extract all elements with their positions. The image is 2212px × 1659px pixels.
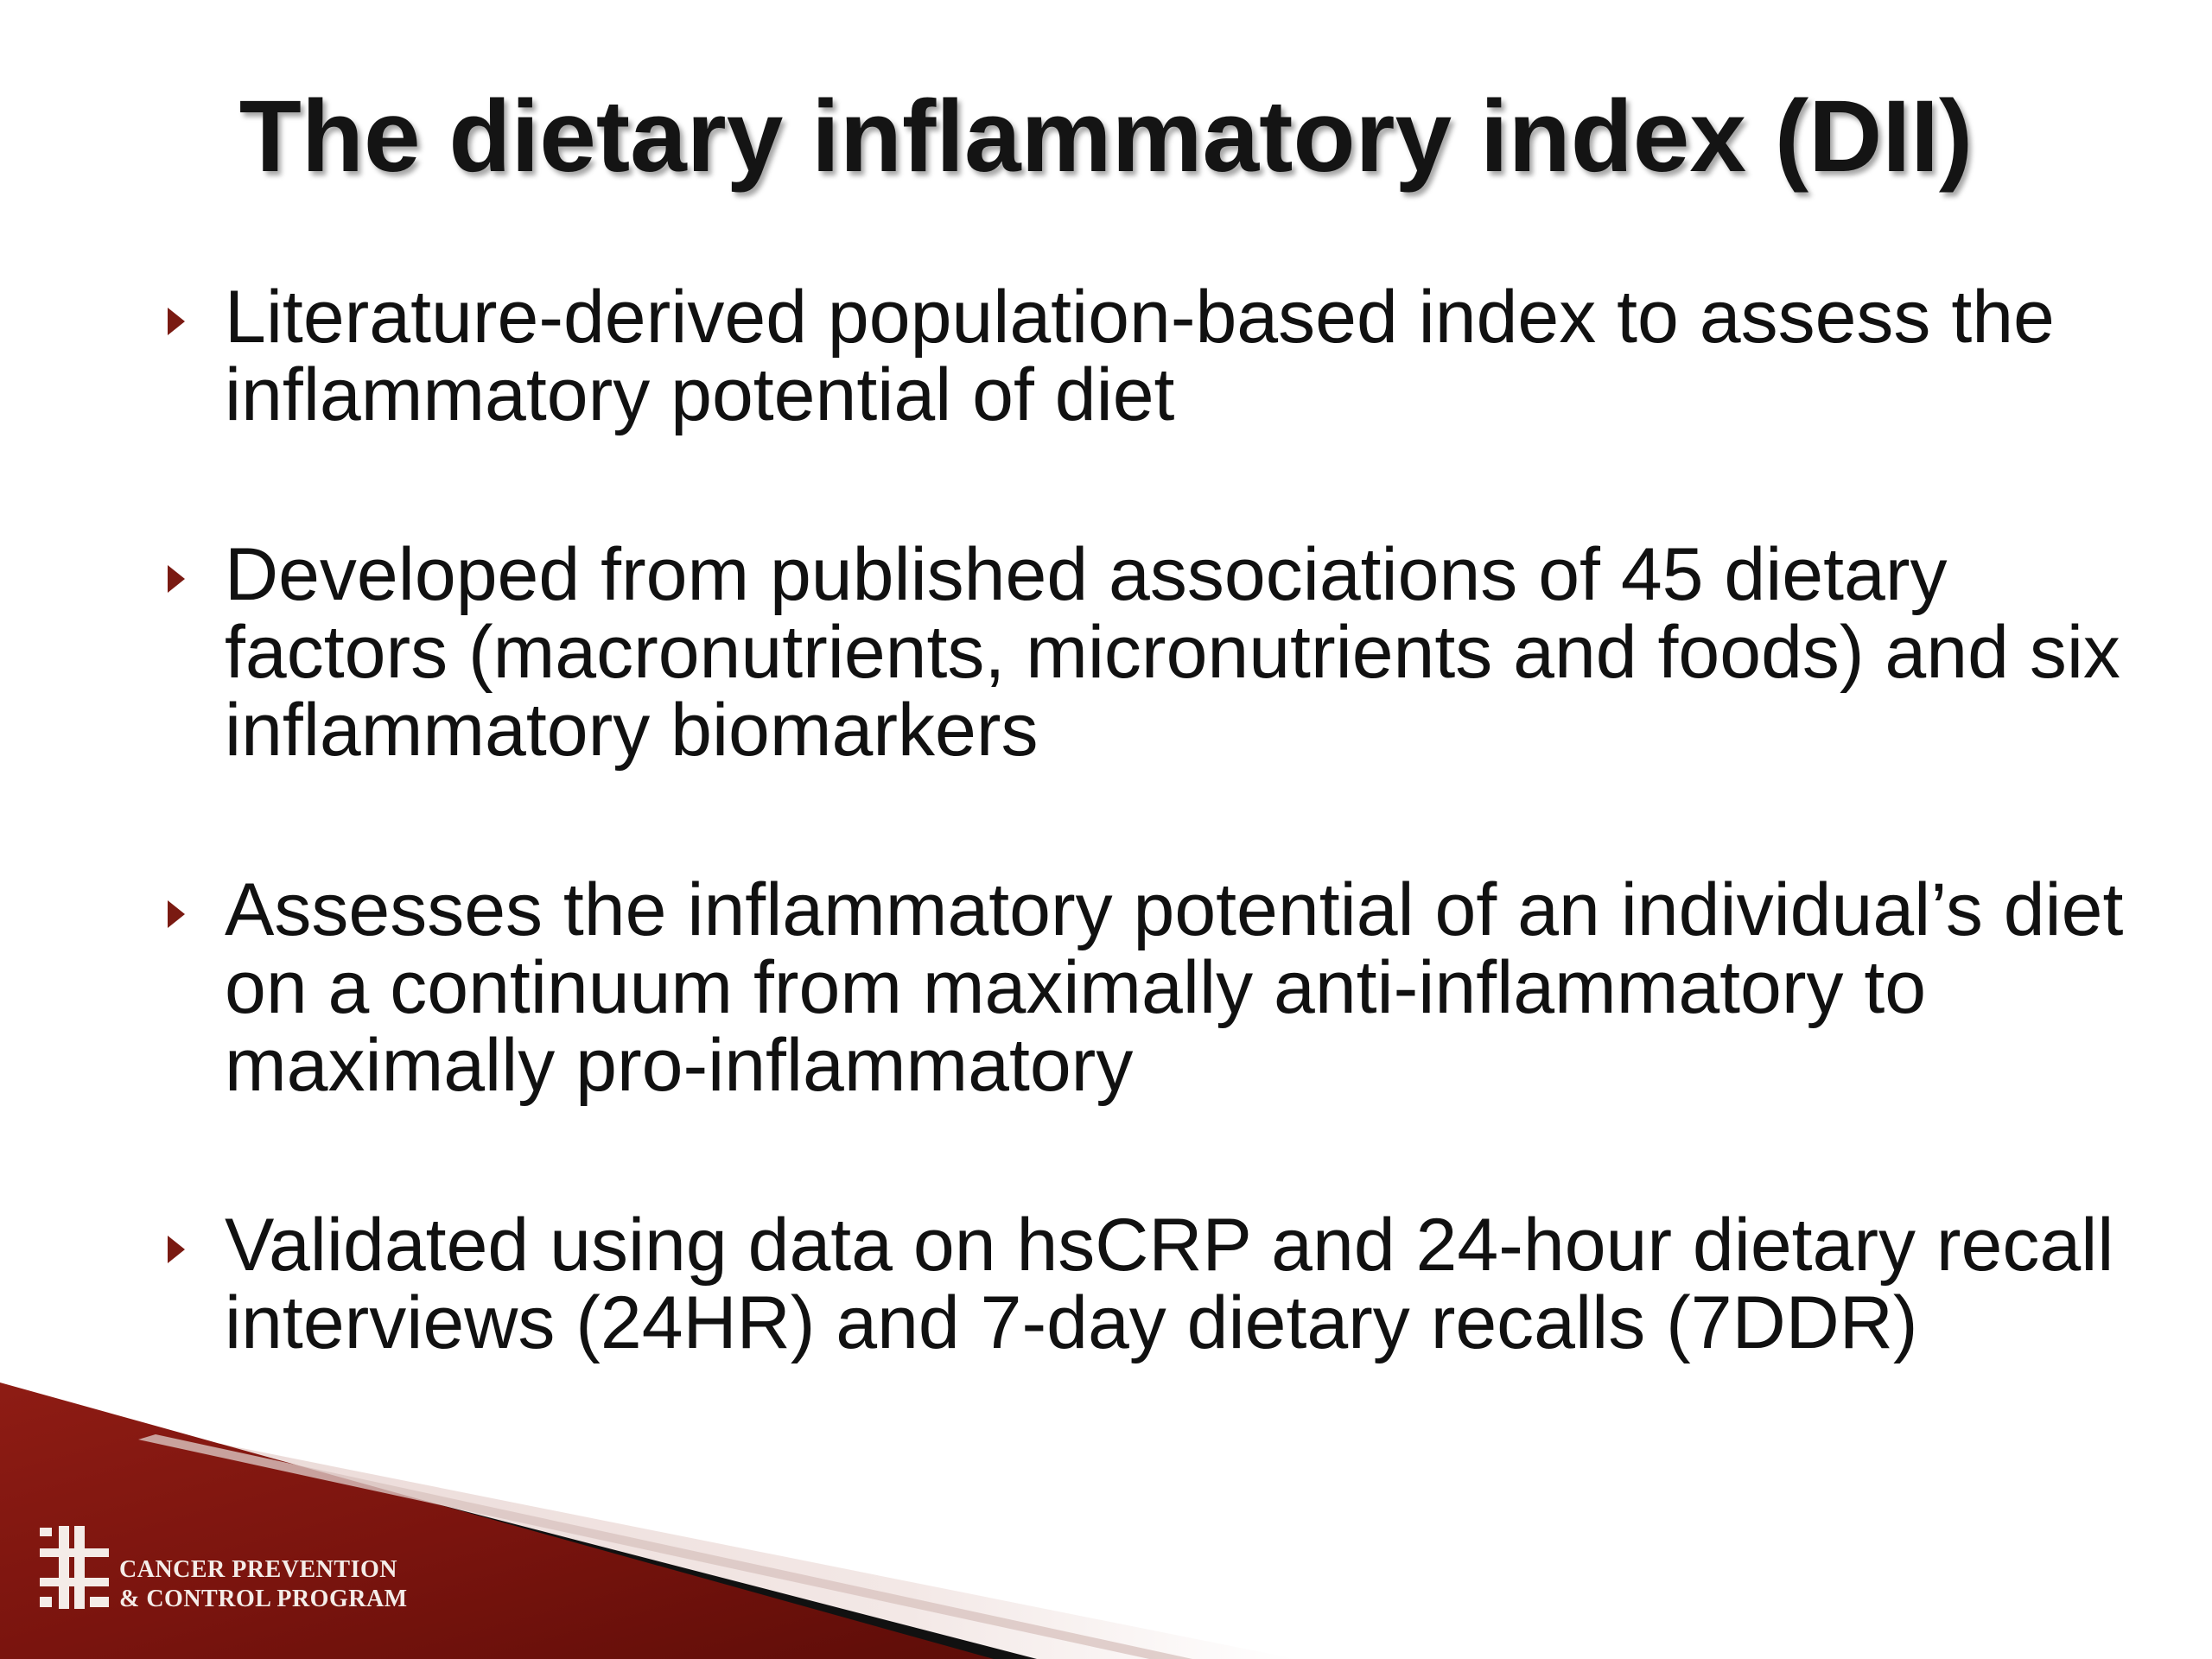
bullet-text: Literature-derived population-based inde… bbox=[225, 276, 2055, 436]
slide-title: The dietary inflammatory index (DII) bbox=[238, 79, 1974, 194]
triangle-bullet-icon bbox=[168, 565, 185, 593]
bullet-item: Developed from published associations of… bbox=[156, 536, 2143, 769]
triangle-bullet-icon bbox=[168, 1236, 185, 1263]
bullet-text: Validated using data on hsCRP and 24-hou… bbox=[225, 1204, 2114, 1364]
bullet-item: Literature-derived population-based inde… bbox=[156, 278, 2143, 434]
bullet-item: Validated using data on hsCRP and 24-hou… bbox=[156, 1206, 2143, 1362]
bullet-list: Literature-derived population-based inde… bbox=[156, 278, 2143, 1464]
bullet-text: Developed from published associations of… bbox=[225, 533, 2120, 772]
logo-text: CANCER PREVENTION & CONTROL PROGRAM bbox=[119, 1555, 408, 1614]
logo-line-2: & CONTROL PROGRAM bbox=[119, 1586, 408, 1612]
bullet-text: Assesses the inflammatory potential of a… bbox=[225, 868, 2124, 1107]
logo-line-1: CANCER PREVENTION bbox=[119, 1556, 397, 1583]
bullet-item: Assesses the inflammatory potential of a… bbox=[156, 871, 2143, 1104]
cpcp-logo-icon bbox=[40, 1526, 109, 1609]
triangle-bullet-icon bbox=[168, 308, 185, 335]
footer-swoosh bbox=[0, 1382, 1296, 1659]
triangle-bullet-icon bbox=[168, 900, 185, 928]
program-logo: CANCER PREVENTION & CONTROL PROGRAM bbox=[33, 1522, 430, 1626]
